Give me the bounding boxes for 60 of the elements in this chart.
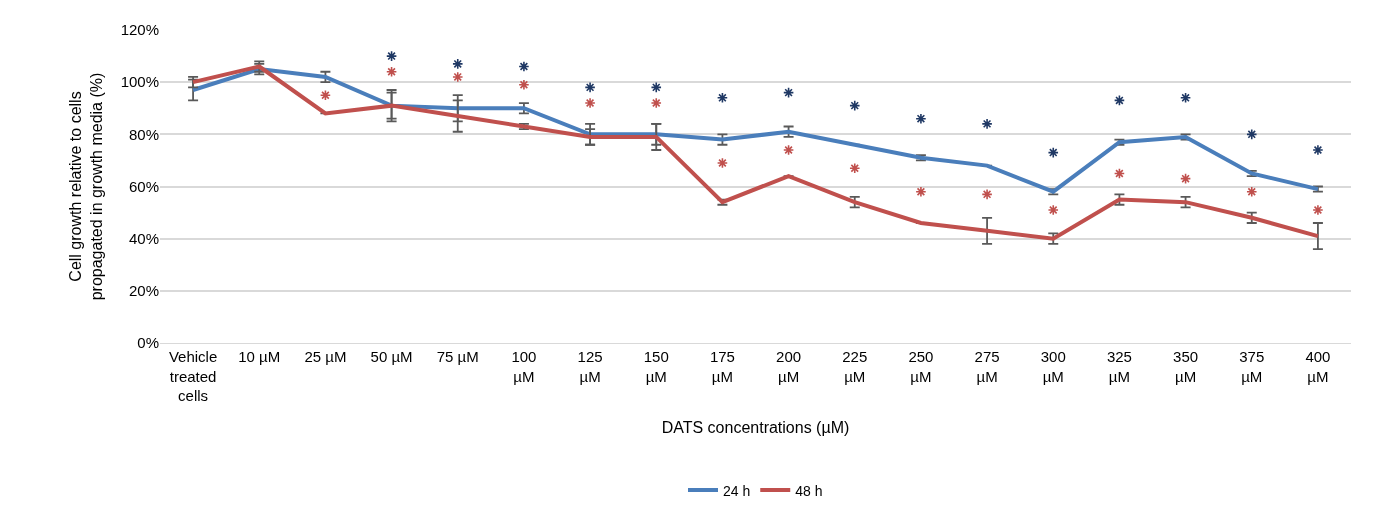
point (518, 79, 530, 91)
point (716, 92, 729, 104)
point (1113, 167, 1126, 180)
x-tick-label: 250 µM (908, 348, 934, 385)
point (716, 157, 729, 169)
point (650, 97, 662, 109)
point (1312, 144, 1324, 156)
point (584, 81, 596, 93)
y-tick-label: 60% (128, 177, 159, 195)
point (782, 144, 795, 156)
x-tick-label: 75 µM (436, 348, 479, 365)
point (1047, 204, 1059, 216)
y-tick-label: 80% (128, 125, 159, 143)
x-tick-label: 125 µM (577, 348, 603, 385)
point (915, 186, 927, 198)
y-tick-label: 0% (137, 334, 159, 352)
point (385, 50, 398, 62)
point (319, 89, 332, 101)
point (1047, 146, 1059, 159)
point (1312, 204, 1324, 216)
point (650, 81, 662, 93)
point (981, 188, 993, 200)
point (981, 118, 993, 130)
x-tick-label: Vehicle treated cells (168, 348, 218, 404)
x-tick-label: 375 µM (1239, 348, 1265, 385)
x-tick-label: 150 µM (643, 348, 669, 385)
x-tick-label: 400 µM (1305, 348, 1331, 385)
y-axis-title: Cell growth relative to cells propagated in growth media (%) (66, 72, 105, 301)
point (915, 113, 927, 125)
point (1246, 128, 1258, 140)
x-tick-label: 100 µM (511, 348, 537, 385)
x-tick-label: 200 µM (776, 348, 802, 385)
point (452, 58, 464, 70)
x-tick-label: 350 µM (1173, 348, 1199, 385)
point (584, 97, 596, 109)
y-tick-label: 20% (128, 282, 159, 300)
x-tick-label: 275 µM (974, 348, 1000, 385)
x-tick-label: 10 µM (238, 348, 281, 365)
point (452, 71, 464, 83)
point (849, 162, 861, 174)
x-tick-label: 175 µM (709, 348, 735, 385)
x-axis-title: DATS concentrations (µM) (661, 418, 850, 436)
legend-label: 48 h (795, 482, 823, 499)
point (782, 87, 795, 99)
point (385, 66, 398, 78)
x-tick-label: 50 µM (370, 348, 413, 365)
point (1113, 94, 1126, 107)
point (1246, 186, 1258, 198)
y-tick-label: 40% (128, 229, 159, 247)
x-tick-label: 225 µM (842, 348, 868, 385)
point (849, 100, 861, 112)
x-tick-label: 325 µM (1106, 348, 1132, 385)
x-tick-label: 25 µM (304, 348, 347, 365)
point (518, 60, 530, 73)
y-tick-label: 120% (120, 21, 159, 39)
x-tick-label: 300 µM (1040, 348, 1066, 385)
point (1179, 92, 1192, 104)
point (1179, 173, 1192, 185)
legend-label: 24 h (723, 482, 751, 499)
y-tick-label: 100% (120, 73, 159, 91)
